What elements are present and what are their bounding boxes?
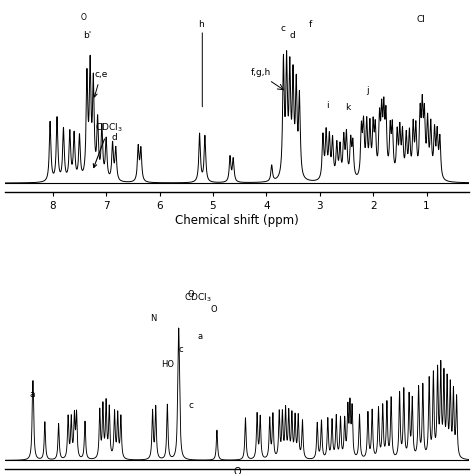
Text: CDCl$_3$: CDCl$_3$ (184, 292, 212, 304)
Text: CDCl$_3$: CDCl$_3$ (93, 121, 123, 168)
Text: O: O (187, 291, 194, 300)
Text: d: d (289, 31, 295, 40)
Text: b': b' (83, 31, 91, 40)
Text: c: c (179, 345, 183, 354)
Text: O: O (81, 13, 87, 22)
Text: j: j (366, 86, 369, 95)
Text: h: h (198, 19, 204, 28)
Text: f: f (309, 19, 312, 28)
Text: a: a (197, 332, 202, 341)
Text: c: c (188, 401, 193, 410)
Text: c,e: c,e (94, 70, 108, 97)
Text: N: N (150, 314, 156, 323)
Text: O: O (210, 305, 217, 314)
Text: a: a (29, 390, 35, 399)
Text: HO: HO (161, 360, 174, 369)
Text: k: k (345, 103, 350, 112)
Text: O: O (233, 467, 241, 474)
X-axis label: Chemical shift (ppm): Chemical shift (ppm) (175, 214, 299, 227)
Text: f,g,h: f,g,h (251, 68, 271, 77)
Text: d: d (111, 133, 117, 142)
Text: c: c (281, 24, 286, 33)
Text: Cl: Cl (417, 15, 426, 24)
Text: i: i (327, 100, 329, 109)
